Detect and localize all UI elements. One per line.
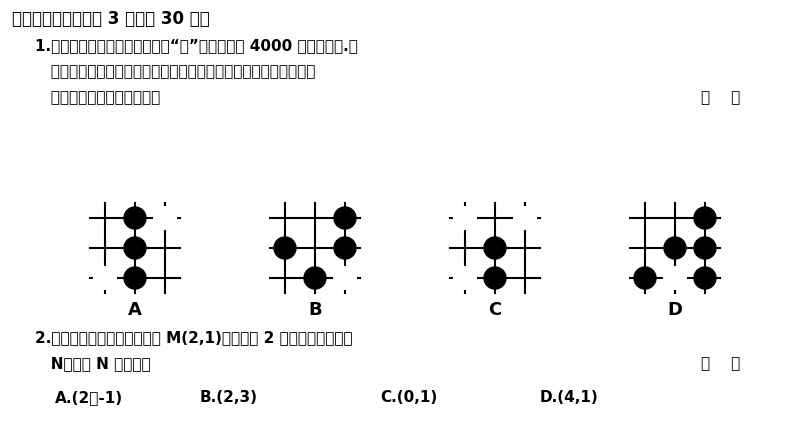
Circle shape <box>304 267 326 289</box>
Text: C.(0,1): C.(0,1) <box>380 390 437 405</box>
Text: D.(4,1): D.(4,1) <box>540 390 599 405</box>
Circle shape <box>634 267 656 289</box>
Text: （    ）: （ ） <box>701 90 740 105</box>
Text: B.(2,3): B.(2,3) <box>200 390 258 405</box>
Circle shape <box>94 267 116 289</box>
Text: A: A <box>128 301 142 319</box>
Circle shape <box>484 267 506 289</box>
Circle shape <box>484 237 506 259</box>
Circle shape <box>694 207 716 229</box>
Circle shape <box>334 237 356 259</box>
Text: 图是截取某局对战棋谱中的四个部分，由棋子摆成的图案（不考虑: 图是截取某局对战棋谱中的四个部分，由棋子摆成的图案（不考虑 <box>35 64 315 79</box>
Circle shape <box>334 207 356 229</box>
Text: （    ）: （ ） <box>701 356 740 371</box>
Circle shape <box>334 267 356 289</box>
Circle shape <box>124 207 146 229</box>
Circle shape <box>664 237 686 259</box>
Text: D: D <box>668 301 683 319</box>
Circle shape <box>154 207 176 229</box>
Circle shape <box>454 207 476 229</box>
Circle shape <box>514 207 536 229</box>
Text: 2.在平面直角坐标系中，将点 M(2,1)向下平移 2 个单位长度得到点: 2.在平面直角坐标系中，将点 M(2,1)向下平移 2 个单位长度得到点 <box>35 330 353 345</box>
Text: N，则点 N 的坐标为: N，则点 N 的坐标为 <box>35 356 151 371</box>
Circle shape <box>664 267 686 289</box>
Text: B: B <box>308 301 322 319</box>
Circle shape <box>454 267 476 289</box>
Text: A.(2，-1): A.(2，-1) <box>55 390 123 405</box>
Text: 颜色）是中心对称图形的是: 颜色）是中心对称图形的是 <box>35 90 160 105</box>
Circle shape <box>274 237 296 259</box>
Circle shape <box>694 267 716 289</box>
Text: 1.围棋起源于中国，古代称之为“弈”，至今已有 4000 多年的历史.如: 1.围棋起源于中国，古代称之为“弈”，至今已有 4000 多年的历史.如 <box>35 38 358 53</box>
Text: C: C <box>488 301 502 319</box>
Text: 一、选择题（每小题 3 分，共 30 分）: 一、选择题（每小题 3 分，共 30 分） <box>12 10 210 28</box>
Circle shape <box>694 237 716 259</box>
Circle shape <box>124 237 146 259</box>
Circle shape <box>124 267 146 289</box>
